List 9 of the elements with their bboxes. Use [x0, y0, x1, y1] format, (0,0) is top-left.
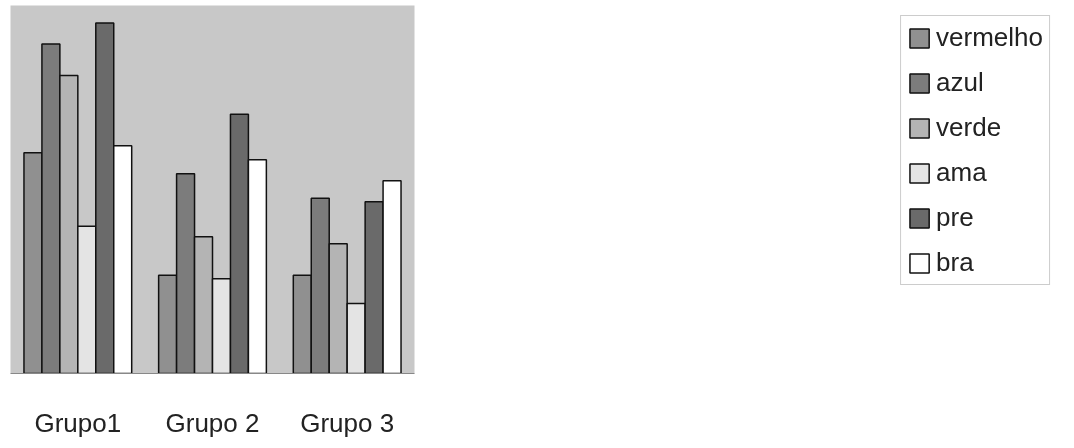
legend-label: vermelho: [936, 22, 1043, 53]
legend-label: verde: [936, 112, 1002, 143]
legend-label: ama: [936, 157, 987, 188]
x-tick-label: Grupo1: [34, 407, 122, 438]
legend-label: azul: [936, 67, 984, 98]
legend-label: bra: [936, 247, 974, 278]
x-tick-label: Grupo 2: [165, 407, 260, 438]
legend-label: pre: [936, 202, 974, 233]
x-tick-label: Grupo 3: [300, 407, 395, 438]
